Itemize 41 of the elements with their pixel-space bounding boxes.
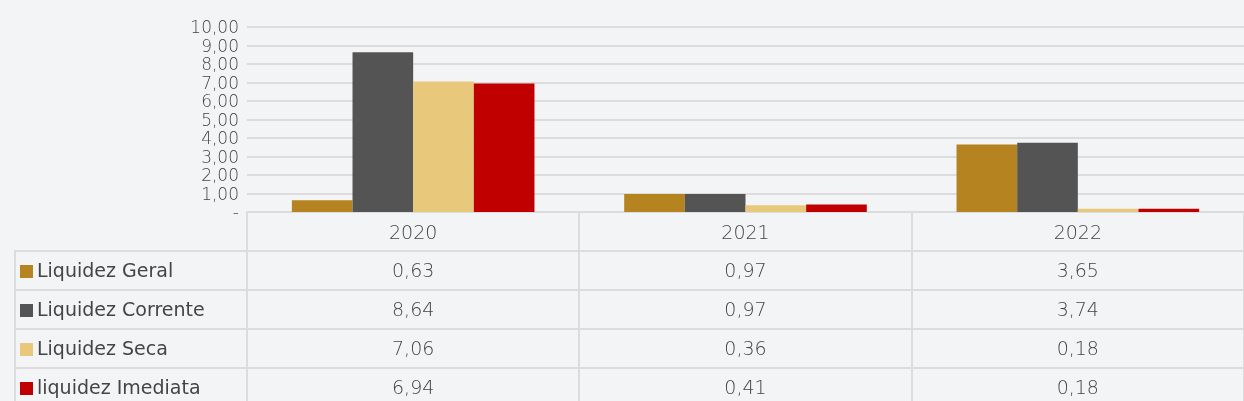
x-tick-label: 2022 <box>1053 220 1103 243</box>
data-label: 3,65 <box>1055 258 1100 283</box>
bar <box>473 83 535 212</box>
y-tick-label: 6,00 <box>201 91 239 111</box>
data-label: 0,18 <box>1055 375 1100 400</box>
y-tick-label: 4,00 <box>201 128 239 148</box>
data-label: 3,74 <box>1055 297 1100 322</box>
data-label: 8,64 <box>391 297 436 322</box>
bar <box>806 204 867 212</box>
y-tick-label: 5,00 <box>201 109 239 130</box>
data-label: 0,36 <box>723 336 768 361</box>
data-label: 7,06 <box>391 336 436 361</box>
x-tick-label: 2020 <box>388 220 438 243</box>
y-tick-label: 7,00 <box>201 72 239 93</box>
data-label: 0,18 <box>1055 336 1100 361</box>
legend-label: Liquidez Seca <box>36 336 168 361</box>
y-tick-label: 8,00 <box>201 54 239 74</box>
x-tick-label: 2021 <box>721 220 770 243</box>
y-tick-label: - <box>232 202 239 222</box>
bar <box>352 52 414 212</box>
bar <box>956 144 1018 212</box>
y-tick-label: 1,00 <box>201 183 239 204</box>
data-label: 6,94 <box>391 375 436 400</box>
bar <box>1017 142 1078 212</box>
data-label: 0,63 <box>391 258 436 283</box>
legend-label: liquidez Imediata <box>36 375 201 400</box>
bar <box>1138 208 1200 212</box>
legend-label: Liquidez Geral <box>36 258 174 283</box>
bar <box>745 205 807 212</box>
bar <box>684 194 746 212</box>
bar <box>413 81 474 212</box>
y-tick-label: 10,00 <box>190 17 239 37</box>
y-tick-label: 2,00 <box>201 165 239 185</box>
bar <box>624 194 685 212</box>
bar <box>291 200 353 212</box>
y-tick-label: 9,00 <box>201 35 239 56</box>
data-label: 0,97 <box>723 297 768 322</box>
legend-label: Liquidez Corrente <box>36 297 205 322</box>
data-label: 0,97 <box>723 258 768 283</box>
y-tick-label: 3,00 <box>201 146 239 167</box>
data-label: 0,41 <box>723 375 768 400</box>
